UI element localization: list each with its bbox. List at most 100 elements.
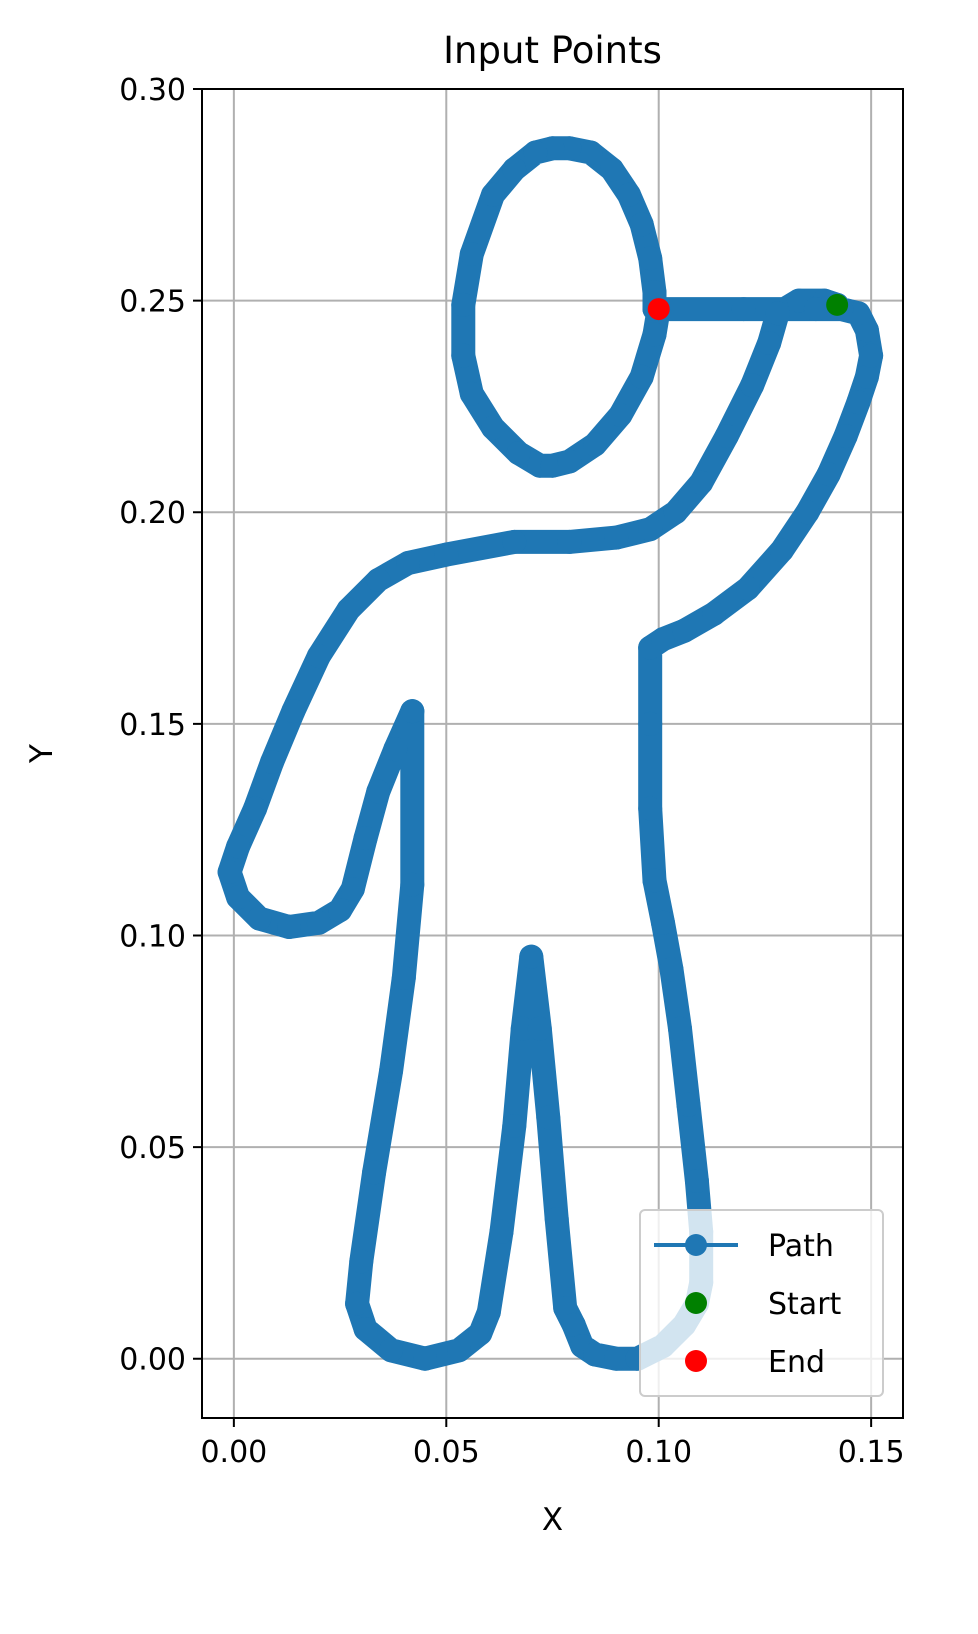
path-point	[663, 500, 688, 525]
legend-label-start: Start	[768, 1287, 842, 1322]
path-point	[616, 182, 641, 207]
path-point	[638, 517, 663, 542]
path-point	[306, 910, 331, 935]
path-point	[434, 542, 459, 567]
path-point	[795, 500, 820, 525]
path-point	[243, 796, 268, 821]
path-point	[816, 462, 841, 487]
path-point	[684, 1168, 709, 1193]
x-tick-label: 0.15	[838, 1435, 905, 1470]
path-point	[260, 749, 285, 774]
path-point	[854, 364, 879, 389]
path-point	[608, 402, 633, 427]
path-point	[502, 529, 527, 554]
path-point	[731, 297, 756, 322]
path-point	[701, 601, 726, 626]
path-point	[859, 343, 884, 368]
x-tick-label: 0.00	[200, 1435, 267, 1470]
y-axis-label: Y	[24, 744, 60, 764]
path-point	[353, 1317, 378, 1342]
path-point	[523, 140, 548, 165]
path-point	[557, 529, 582, 554]
plot-frame	[201, 88, 904, 1419]
path-point	[676, 1092, 701, 1117]
path-point	[362, 1160, 387, 1185]
legend-marker-end	[685, 1350, 707, 1372]
path-point	[557, 449, 582, 474]
path-point	[846, 390, 871, 415]
path-point	[659, 957, 684, 982]
path-point	[506, 440, 531, 465]
path-point	[735, 576, 760, 601]
path-point	[328, 898, 353, 923]
path-point	[561, 1312, 586, 1337]
y-tick-label: 0.25	[119, 285, 186, 320]
path-point	[519, 944, 544, 969]
path-point	[379, 1338, 404, 1363]
path-point	[281, 699, 306, 724]
path-point	[510, 1016, 535, 1041]
path-point	[400, 699, 425, 724]
path-point	[247, 906, 272, 931]
path-point	[536, 1105, 561, 1130]
end-point	[647, 298, 670, 321]
path-point	[468, 1321, 493, 1346]
x-tick-label: 0.05	[413, 1435, 480, 1470]
path-point	[481, 415, 506, 440]
path-point	[582, 432, 607, 457]
path-point	[599, 157, 624, 182]
path-point	[391, 965, 416, 990]
path-point	[740, 373, 765, 398]
path-point	[578, 140, 603, 165]
start-point	[826, 293, 849, 316]
path-point	[476, 1300, 501, 1325]
path-point	[226, 834, 251, 859]
path-point	[757, 330, 782, 355]
path-point	[582, 1342, 607, 1367]
path-point	[489, 1219, 514, 1244]
path-point	[803, 297, 828, 322]
path-point	[629, 364, 654, 389]
y-tick-label: 0.05	[119, 1131, 186, 1166]
y-tick-label: 0.15	[119, 708, 186, 743]
legend-label-path: Path	[768, 1229, 834, 1264]
path-point	[459, 242, 484, 267]
path-point	[217, 860, 242, 885]
legend-items: Path Start End	[654, 1229, 842, 1380]
legend-marker-path	[685, 1234, 707, 1256]
path-point	[366, 779, 391, 804]
path-point	[413, 1346, 438, 1371]
path-point	[383, 737, 408, 762]
path-point	[366, 567, 391, 592]
path-point	[833, 424, 858, 449]
y-tick-label: 0.00	[119, 1343, 186, 1378]
path-point	[226, 885, 251, 910]
y-tick-label: 0.20	[119, 496, 186, 531]
path-point	[340, 876, 365, 901]
path-point	[459, 381, 484, 406]
path-point	[604, 1346, 629, 1371]
path-point	[502, 1113, 527, 1138]
path-point	[689, 470, 714, 495]
legend-label-end: End	[768, 1345, 825, 1380]
path-point	[650, 627, 675, 652]
y-tick-label: 0.30	[119, 73, 186, 108]
path-point	[400, 872, 425, 897]
legend-marker-start	[685, 1292, 707, 1314]
path-point	[672, 618, 697, 643]
chart-title: Input Points	[443, 29, 662, 72]
path-point	[714, 424, 739, 449]
path-point	[502, 157, 527, 182]
legend-box	[639, 1209, 884, 1397]
path-point	[642, 868, 667, 893]
path-point	[638, 796, 663, 821]
axis-ticks: 0.00 0.05 0.10 0.15 0.00 0.05 0.10 0.15 0.20 0.25…	[119, 73, 904, 1470]
path-point	[650, 910, 675, 935]
path-point	[349, 1249, 374, 1274]
path-point	[642, 322, 667, 347]
path-point	[336, 597, 361, 622]
path-point	[379, 1058, 404, 1083]
path-point	[557, 136, 582, 161]
